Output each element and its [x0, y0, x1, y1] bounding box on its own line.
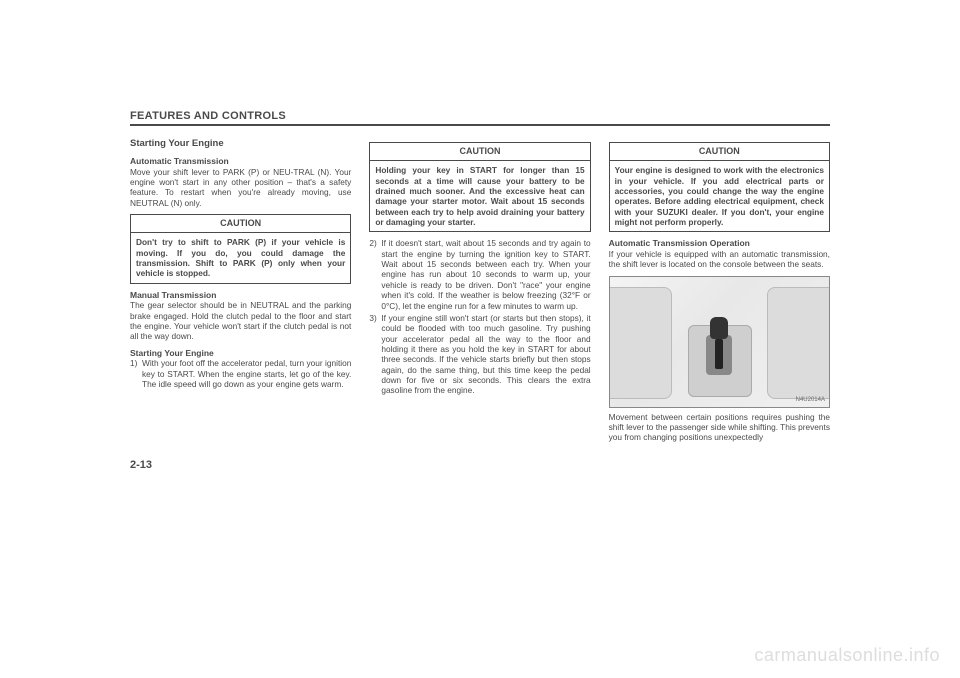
- list-num-1: 1): [130, 358, 142, 389]
- movement-body: Movement between certain positions requi…: [609, 412, 830, 443]
- auto-trans-operation-title: Automatic Transmission Operation: [609, 238, 830, 249]
- figure-label: N4U2014A: [796, 397, 825, 405]
- list-item-3: 3) If your engine still won't start (or …: [369, 313, 590, 396]
- caution-2-body: Holding your key in START for longer tha…: [370, 161, 589, 231]
- caution-3-label: CAUTION: [610, 143, 829, 161]
- starting-engine-subtitle: Starting Your Engine: [130, 348, 351, 359]
- auto-transmission-body: Move your shift lever to PARK (P) or NEU…: [130, 167, 351, 208]
- manual-transmission-title: Manual Transmission: [130, 290, 351, 301]
- page-number: 2-13: [130, 459, 830, 471]
- list-item-1: 1) With your foot off the accelerator pe…: [130, 358, 351, 389]
- page-content: FEATURES AND CONTROLS Starting Your Engi…: [130, 110, 830, 471]
- column-layout: Starting Your Engine Automatic Transmiss…: [130, 136, 830, 449]
- figure-shift-slot: [715, 339, 723, 369]
- caution-1-body: Don't try to shift to PARK (P) if your v…: [131, 233, 350, 282]
- figure-seat-right: [767, 287, 830, 399]
- figure-shift-knob: [710, 317, 728, 339]
- section-header: FEATURES AND CONTROLS: [130, 110, 830, 126]
- column-1: Starting Your Engine Automatic Transmiss…: [130, 136, 351, 449]
- starting-engine-title: Starting Your Engine: [130, 138, 351, 150]
- manual-transmission-body: The gear selector should be in NEUTRAL a…: [130, 300, 351, 341]
- caution-box-1: CAUTION Don't try to shift to PARK (P) i…: [130, 214, 351, 284]
- column-2: CAUTION Holding your key in START for lo…: [369, 136, 590, 449]
- figure-interior: [610, 277, 829, 407]
- list-num-3: 3): [369, 313, 381, 396]
- column-3: CAUTION Your engine is designed to work …: [609, 136, 830, 449]
- caution-3-body: Your engine is designed to work with the…: [610, 161, 829, 231]
- caution-box-2: CAUTION Holding your key in START for lo…: [369, 142, 590, 232]
- shift-lever-figure: N4U2014A: [609, 276, 830, 408]
- auto-trans-operation-body: If your vehicle is equipped with an auto…: [609, 249, 830, 270]
- list-text-3: If your engine still won't start (or sta…: [381, 313, 590, 396]
- caution-1-label: CAUTION: [131, 215, 350, 233]
- figure-seat-left: [609, 287, 672, 399]
- caution-box-3: CAUTION Your engine is designed to work …: [609, 142, 830, 232]
- list-num-2: 2): [369, 238, 381, 311]
- list-text-2: If it doesn't start, wait about 15 secon…: [381, 238, 590, 311]
- auto-transmission-title: Automatic Transmission: [130, 156, 351, 167]
- caution-2-label: CAUTION: [370, 143, 589, 161]
- list-item-2: 2) If it doesn't start, wait about 15 se…: [369, 238, 590, 311]
- watermark-text: carmanualsonline.info: [754, 645, 940, 666]
- list-text-1: With your foot off the accelerator pedal…: [142, 358, 351, 389]
